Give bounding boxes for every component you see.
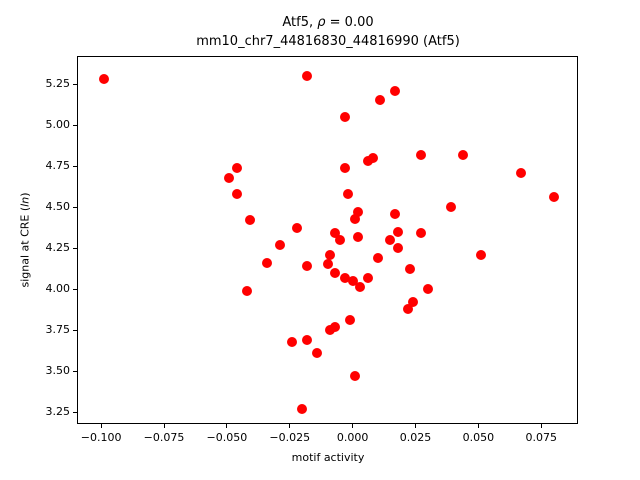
data-point [302, 70, 313, 81]
data-point [385, 234, 396, 245]
data-point [475, 249, 486, 260]
data-point [340, 111, 351, 122]
data-point [352, 231, 363, 242]
data-point [292, 223, 303, 234]
data-point [322, 259, 333, 270]
data-point [325, 249, 335, 260]
data-point [423, 284, 434, 295]
data-point [330, 321, 341, 332]
x-axis-label: motif activity [291, 451, 365, 464]
rho-symbol: ρ [317, 15, 326, 30]
data-point [415, 228, 426, 239]
chart-title-text: Atf5, [282, 15, 318, 30]
x-tick-label: 0.000 [336, 431, 369, 444]
y-tick-mark [73, 411, 77, 413]
x-tick-mark [540, 424, 542, 428]
data-point [312, 347, 323, 358]
data-point [362, 272, 373, 283]
data-point [98, 74, 109, 85]
y-axis-label-close: ) [18, 192, 32, 197]
data-point [342, 188, 353, 199]
data-point [231, 188, 242, 199]
data-point [405, 264, 416, 275]
data-point [390, 85, 401, 96]
data-point [302, 334, 313, 345]
data-point [408, 297, 418, 308]
data-point [340, 162, 351, 173]
y-tick-mark [73, 370, 77, 372]
data-point [244, 215, 255, 226]
x-tick-mark [415, 424, 417, 428]
data-point [392, 243, 403, 254]
x-tick-label: −0.075 [143, 431, 185, 444]
chart-title-value: = 0.00 [325, 15, 374, 30]
x-tick-mark [289, 424, 291, 428]
x-tick-mark [477, 424, 479, 428]
y-tick-label: 3.50 [45, 364, 71, 378]
chart-subtitle: mm10_chr7_44816830_44816990 (Atf5) [196, 34, 460, 49]
x-tick-mark [100, 424, 102, 428]
x-tick-mark [226, 424, 228, 428]
data-point [242, 285, 253, 296]
data-point [355, 282, 366, 293]
y-tick-mark [73, 83, 77, 85]
x-tick-mark [163, 424, 165, 428]
data-point [274, 239, 285, 250]
data-point [345, 315, 356, 326]
x-tick-label: 0.025 [399, 431, 432, 444]
data-point [325, 325, 335, 336]
data-point [375, 95, 386, 106]
data-point [224, 172, 235, 183]
data-point [350, 213, 361, 224]
data-point [352, 206, 363, 217]
data-point [402, 303, 413, 314]
data-point [445, 202, 456, 213]
data-point [516, 167, 527, 178]
data-point [362, 156, 373, 167]
y-tick-label: 5.00 [45, 118, 71, 132]
data-point [390, 208, 401, 219]
y-tick-label: 4.25 [45, 241, 71, 255]
data-point [367, 152, 378, 163]
y-tick-mark [73, 206, 77, 208]
x-tick-label: −0.100 [80, 431, 122, 444]
data-point [458, 149, 469, 160]
data-point [372, 252, 383, 263]
y-tick-mark [73, 329, 77, 331]
data-point [340, 272, 351, 283]
x-tick-mark [352, 424, 354, 428]
data-point [287, 336, 298, 347]
data-point [350, 370, 361, 381]
y-tick-label: 4.00 [45, 282, 71, 296]
y-tick-mark [73, 288, 77, 290]
y-tick-label: 4.50 [45, 200, 71, 214]
title-block: Atf5, ρ = 0.00 mm10_chr7_44816830_448169… [196, 13, 460, 51]
x-tick-label: 0.075 [525, 431, 558, 444]
plot-area: −0.100 −0.075 −0.050 −0.025 0.000 0.025 0.050 0… [46, 56, 578, 444]
data-point [302, 261, 313, 272]
data-point [335, 234, 346, 245]
data-point [297, 403, 308, 414]
y-tick-mark [73, 124, 77, 126]
data-point [262, 257, 273, 268]
data-point [415, 149, 426, 160]
y-tick-label: 4.75 [45, 159, 71, 173]
x-tick-label: −0.050 [206, 431, 248, 444]
y-tick-label: 5.25 [45, 77, 71, 91]
data-point [330, 228, 341, 239]
chart-title: Atf5, ρ = 0.00 [196, 13, 460, 32]
x-tick-label: −0.025 [269, 431, 311, 444]
data-point [347, 275, 358, 286]
data-point [392, 226, 403, 237]
y-tick-label: 3.75 [45, 323, 71, 337]
y-tick-mark [73, 165, 77, 167]
y-tick-label: 3.25 [45, 405, 71, 418]
data-point [548, 192, 559, 203]
y-tick-mark [73, 247, 77, 249]
data-point [330, 267, 341, 278]
data-point [231, 162, 242, 173]
x-tick-label: 0.050 [462, 431, 495, 444]
